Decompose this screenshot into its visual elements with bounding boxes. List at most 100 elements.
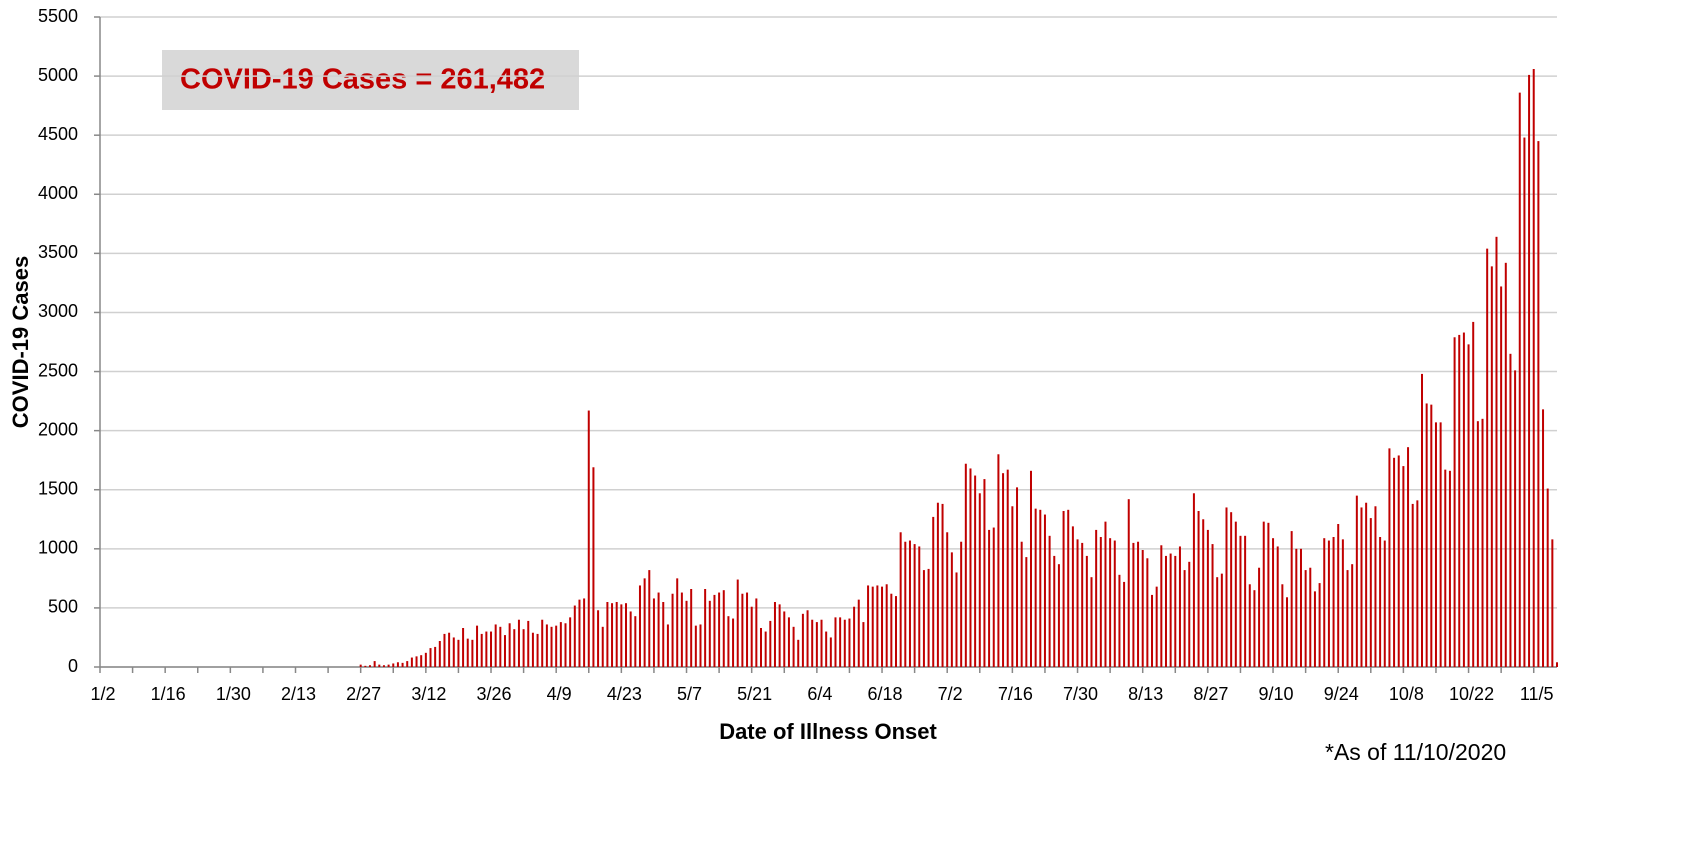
bar	[578, 599, 581, 667]
bar	[1365, 502, 1368, 667]
y-tick-label: 5000	[38, 65, 78, 85]
bar	[1076, 539, 1079, 667]
bar	[839, 617, 842, 667]
bar	[1178, 546, 1181, 667]
bar	[508, 623, 511, 667]
bar	[443, 633, 446, 667]
bar	[792, 626, 795, 667]
bar	[415, 656, 418, 667]
bar	[592, 467, 595, 667]
bar	[1309, 567, 1312, 667]
bar	[801, 613, 804, 667]
bar	[499, 626, 502, 667]
bar	[778, 604, 781, 667]
bar	[1546, 488, 1549, 667]
bar	[406, 661, 409, 667]
bar	[1299, 548, 1302, 667]
bar	[1206, 529, 1209, 667]
bar	[843, 619, 846, 667]
bar	[1411, 503, 1414, 667]
x-tick-label: 5/7	[677, 684, 702, 704]
x-tick-label: 6/4	[807, 684, 832, 704]
x-tick-label: 7/30	[1063, 684, 1098, 704]
bar	[764, 631, 767, 667]
bar	[429, 648, 432, 667]
bar	[1295, 548, 1298, 667]
bar	[1127, 499, 1130, 667]
bar	[1542, 409, 1545, 667]
bar	[452, 637, 455, 667]
bar	[946, 532, 949, 667]
bar	[1230, 512, 1233, 667]
bar	[1085, 555, 1088, 667]
bar	[918, 546, 921, 667]
bar	[1495, 236, 1498, 667]
bar	[1518, 92, 1521, 668]
bar	[1262, 521, 1265, 667]
bar	[885, 584, 888, 667]
bar	[713, 594, 716, 667]
bar	[1006, 469, 1009, 667]
x-tick-label: 1/16	[151, 684, 186, 704]
bar	[1407, 447, 1410, 667]
bar	[1151, 594, 1154, 667]
bar	[1327, 540, 1330, 667]
bar	[676, 578, 679, 667]
bar	[485, 631, 488, 667]
bar	[1462, 332, 1465, 667]
bar	[908, 540, 911, 667]
bar	[541, 619, 544, 667]
bar	[1002, 473, 1005, 667]
bar	[1272, 538, 1275, 667]
bar	[904, 541, 907, 667]
bar	[606, 602, 609, 667]
bar	[1025, 557, 1028, 667]
bar	[806, 610, 809, 667]
bar	[1234, 521, 1237, 667]
bar	[1029, 470, 1032, 667]
bar	[769, 620, 772, 667]
bar	[1509, 353, 1512, 667]
bar	[950, 552, 953, 667]
bar	[1490, 266, 1493, 667]
x-tick-label: 2/13	[281, 684, 316, 704]
bar	[1369, 518, 1372, 667]
bar	[690, 589, 693, 667]
bar	[718, 592, 721, 667]
bar	[1174, 555, 1177, 667]
bar	[1514, 370, 1517, 667]
bar	[625, 603, 628, 667]
x-tick-label: 10/22	[1449, 684, 1494, 704]
y-tick-label: 2500	[38, 360, 78, 380]
bar	[666, 624, 669, 667]
bar	[648, 570, 651, 667]
bar	[1011, 506, 1014, 667]
bar	[1146, 558, 1149, 667]
bar	[638, 585, 641, 667]
bar	[401, 662, 404, 667]
bar	[890, 593, 893, 667]
x-axis-title: Date of Illness Onset	[719, 719, 937, 744]
bar	[517, 619, 520, 667]
bar	[1486, 248, 1489, 668]
bar	[881, 586, 884, 667]
bar	[1071, 526, 1074, 667]
bar	[550, 626, 553, 667]
bar	[480, 633, 483, 667]
x-tick-label: 3/26	[476, 684, 511, 704]
bar	[652, 598, 655, 667]
bar	[1188, 561, 1191, 667]
bar	[699, 624, 702, 667]
bar	[1137, 541, 1140, 667]
bar	[1267, 522, 1270, 667]
bar	[1216, 577, 1219, 667]
bar	[1183, 570, 1186, 667]
bar	[615, 602, 618, 667]
y-tick-label: 500	[48, 597, 78, 617]
bar	[927, 568, 930, 667]
bar	[960, 541, 963, 667]
bar	[1220, 573, 1223, 667]
bar	[1537, 141, 1540, 667]
bar	[657, 592, 660, 667]
bar	[853, 606, 856, 667]
